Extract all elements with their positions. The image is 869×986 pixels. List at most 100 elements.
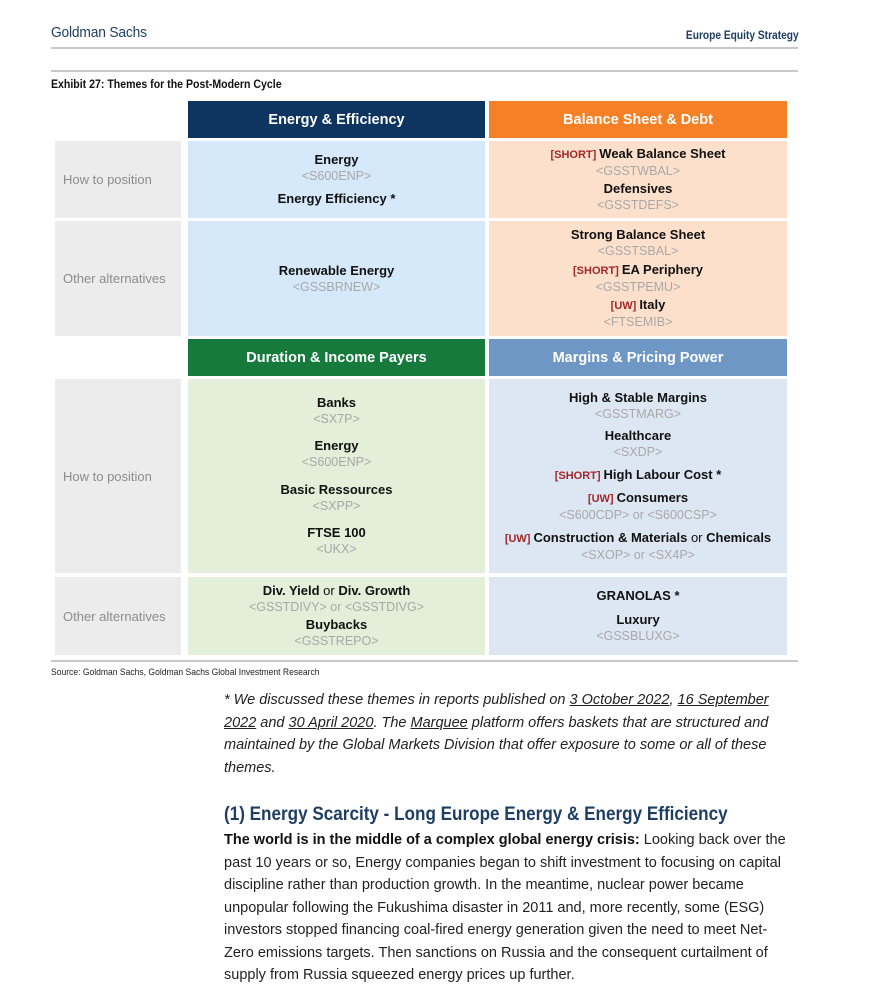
item-name: Basic Ressources	[280, 481, 393, 497]
theme-item: GRANOLAS *	[596, 588, 679, 604]
item-name: Chemicals	[706, 529, 772, 545]
theme-item: Energy Efficiency *	[278, 191, 396, 207]
body-text: Looking back over the past 10 years or s…	[224, 832, 786, 983]
item-title: Strong Balance Sheet	[571, 227, 705, 243]
basket-ticker: <GSSBLUXG>	[596, 628, 680, 643]
basket-ticker: <GSSTREPO>	[294, 634, 379, 648]
theme-item: High & Stable Margins <GSSTMARG>	[569, 390, 707, 422]
basket-ticker: <SXPP>	[312, 498, 361, 513]
item-title: Luxury	[596, 612, 679, 628]
note-text: platform offers baskets that are structu…	[224, 714, 769, 776]
balance-other-cell: Strong Balance Sheet <GSSTSBAL> [SHORT] EA …	[489, 221, 787, 336]
basket-ticker: <GSSTDEFS>	[597, 197, 679, 212]
basket-ticker: <GSSTSBAL>	[597, 244, 679, 259]
note-text: . The	[373, 714, 411, 731]
row-label-how: How to position	[55, 141, 181, 218]
item-title: [UW] Italy	[604, 297, 673, 314]
theme-item: [SHORT] Weak Balance Sheet <GSSTWBAL>	[550, 146, 725, 179]
basket-ticker: <GSSBRNEW>	[292, 279, 381, 294]
item-name: Construction & Materials	[533, 529, 688, 545]
item-title: [UW] Construction & Materials or Chemical…	[505, 530, 771, 547]
item-title: Renewable Energy	[279, 263, 395, 279]
theme-item: Energy <S600ENP>	[302, 152, 372, 184]
balance-how-cell: [SHORT] Weak Balance Sheet <GSSTWBAL> Defen…	[489, 141, 787, 218]
theme-item: Renewable Energy <GSSBRNEW>	[279, 263, 395, 295]
basket-ticker: <S600ENP>	[301, 455, 372, 470]
source-note: Source: Goldman Sachs, Goldman Sachs Glo…	[51, 667, 320, 678]
item-name: Defensives	[603, 180, 673, 196]
item-title: [SHORT] Weak Balance Sheet	[550, 146, 725, 163]
theme-item: [SHORT] EA Periphery <GSSTPEMU>	[573, 262, 703, 295]
item-title: [SHORT] High Labour Cost *	[555, 467, 722, 484]
item-name: Strong Balance Sheet	[570, 227, 706, 243]
item-title: FTSE 100	[307, 525, 366, 541]
report-link[interactable]: 30 April 2020	[288, 714, 374, 731]
theme-item: Energy <S600ENP>	[302, 438, 372, 470]
header-divider	[51, 47, 798, 49]
basket-ticker: <GSSTMARG>	[594, 406, 682, 421]
basket-ticker: <UKX>	[316, 542, 357, 557]
row-label-other: Other alternatives	[55, 221, 181, 336]
theme-item: Strong Balance Sheet <GSSTSBAL>	[571, 227, 705, 259]
item-name: High Labour Cost *	[603, 466, 722, 482]
theme-item: [SHORT] High Labour Cost *	[555, 467, 722, 484]
duration-other-cell: Div. Yield or Div. Growth <GSSTDIVY> or <…	[188, 577, 485, 655]
exhibit-divider	[51, 70, 798, 72]
item-name: Energy	[314, 438, 359, 454]
section-heading: (1) Energy Scarcity - Long Europe Energy…	[224, 804, 728, 825]
theme-item: Buybacks <GSSTREPO>	[294, 617, 378, 649]
item-title: Buybacks	[294, 617, 378, 633]
theme-item: Div. Yield or Div. Growth <GSSTDIVY> or <…	[249, 583, 424, 615]
basket-ticker: <GSSTWBAL>	[595, 164, 681, 179]
item-name: Banks	[316, 394, 356, 410]
position-flag: [UW]	[587, 493, 614, 505]
duration-how-cell: Banks <SX7P> Energy <S600ENP> Basic Ressourc…	[188, 379, 485, 573]
basket-ticker: <S600ENP>	[301, 169, 372, 183]
item-title: Defensives	[597, 181, 679, 197]
footnote: * We discussed these themes in reports p…	[224, 689, 790, 779]
item-title: Energy	[302, 438, 372, 454]
item-name: Div. Yield	[262, 583, 320, 598]
item-title: Banks	[313, 395, 360, 411]
row-label-how: How to position	[55, 379, 181, 573]
theme-item: Luxury <GSSBLUXG>	[596, 612, 679, 644]
position-flag: [SHORT]	[550, 149, 597, 162]
report-link[interactable]: 16 September 2022	[224, 692, 769, 731]
report-link[interactable]: 3 October 2022	[569, 692, 670, 708]
item-name: Energy Efficiency *	[277, 191, 396, 206]
theme-item: Healthcare <SXDP>	[605, 428, 671, 460]
report-series: Europe Equity Strategy	[686, 28, 799, 42]
item-connector: or	[687, 529, 707, 545]
item-name: Italy	[639, 296, 666, 312]
basket-ticker: <FTSEMIB>	[603, 314, 673, 329]
note-text: ,	[669, 692, 678, 708]
item-name: Consumers	[616, 490, 689, 505]
item-name: Luxury	[616, 611, 660, 627]
theme-item: [UW] Construction & Materials or Chemical…	[505, 530, 771, 563]
position-flag: [UW]	[504, 532, 531, 545]
marquee-link[interactable]: Marquee	[410, 714, 468, 731]
item-name: Div. Growth	[338, 583, 411, 598]
basket-ticker: <S600CDP> or <S600CSP>	[559, 508, 717, 522]
item-name: Energy	[314, 152, 359, 167]
energy-how-cell: Energy <S600ENP> Energy Efficiency *	[188, 141, 485, 218]
theme-item: Defensives <GSSTDEFS>	[597, 181, 679, 213]
basket-ticker: <GSSTDIVY> or <GSSTDIVG>	[248, 600, 425, 614]
theme-item: Basic Ressources <SXPP>	[280, 482, 392, 514]
item-title: Healthcare	[605, 428, 671, 444]
theme-item: [UW] Consumers <S600CDP> or <S600CSP>	[559, 490, 717, 523]
row-label-other: Other alternatives	[55, 577, 181, 655]
lead-sentence: The world is in the middle of a complex …	[224, 832, 640, 848]
item-name: High & Stable Margins	[569, 389, 707, 405]
theme-item: [UW] Italy <FTSEMIB>	[604, 297, 673, 330]
note-text: * We discussed these themes in reports p…	[224, 692, 570, 708]
brand-name: Goldman Sachs	[51, 24, 147, 41]
exhibit-title: Exhibit 27: Themes for the Post-Modern C…	[51, 77, 282, 91]
item-title: [SHORT] EA Periphery	[573, 262, 703, 279]
position-flag: [SHORT]	[554, 469, 601, 482]
theme-header-margins: Margins & Pricing Power	[489, 339, 787, 376]
note-text: and	[256, 714, 289, 731]
item-title: GRANOLAS *	[596, 588, 679, 604]
item-name: Healthcare	[604, 428, 672, 443]
section-body: The world is in the middle of a complex …	[224, 829, 790, 986]
